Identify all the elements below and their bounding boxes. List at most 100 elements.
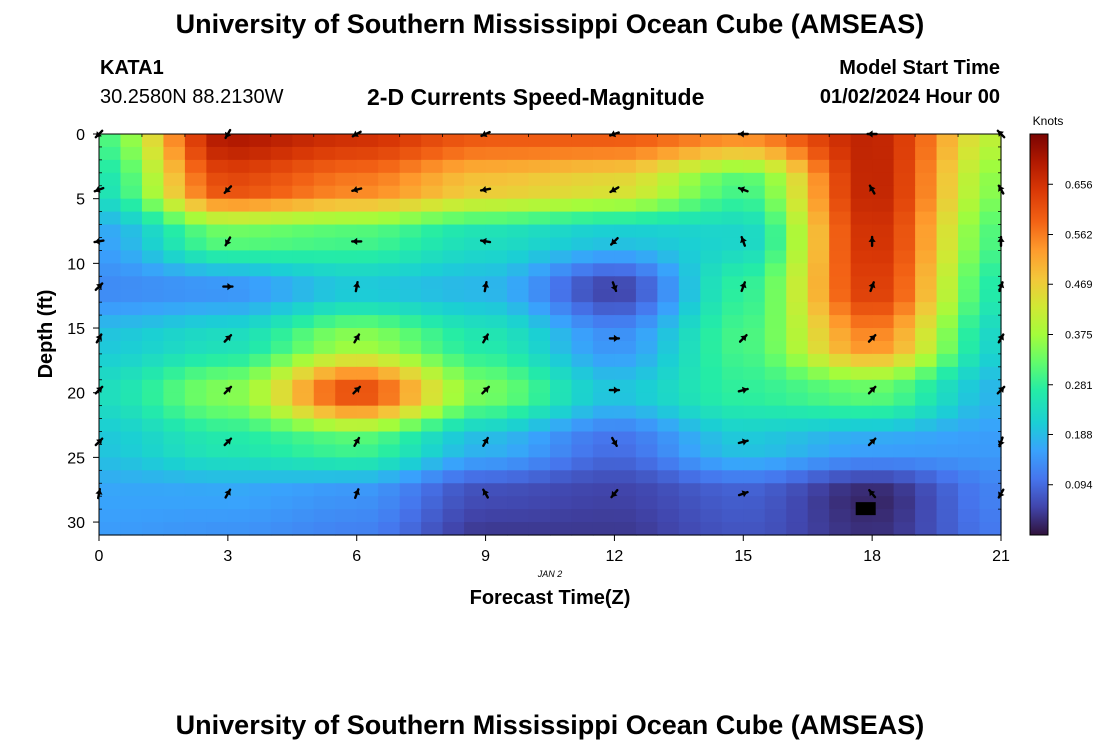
heatmap-cell [678,431,701,446]
heatmap-cell [743,379,766,394]
heatmap-cell [464,159,487,174]
heatmap-cell [163,483,186,497]
heatmap-cell [915,224,938,239]
heatmap-cell [635,353,658,368]
heatmap-cell [206,431,229,446]
heatmap-cell [958,509,981,523]
heatmap-cell [378,250,401,264]
heatmap-cell [356,250,379,264]
heatmap-cell [270,263,293,277]
heatmap-cell [807,185,830,200]
heatmap-cell [829,483,852,497]
heatmap-cell [979,470,1002,484]
heatmap-cell [958,159,981,174]
heatmap-cell [893,418,916,433]
heatmap-cell [356,496,379,510]
heatmap-cell [442,483,465,497]
heatmap-cell [313,263,336,277]
heatmap-cell [249,315,272,329]
heatmap-cell [227,185,250,200]
heatmap-cell [550,198,573,213]
y-tick-label: 0 [76,127,85,144]
heatmap-cell [292,366,315,381]
heatmap-cell [700,366,723,381]
heatmap-cell [635,289,658,303]
heatmap-cell [528,224,551,239]
heatmap-cell [507,224,530,239]
heatmap-cell [678,263,701,277]
heatmap-cell [335,379,358,394]
heatmap-cell [335,366,358,381]
heatmap-cell [464,328,487,342]
heatmap-cell [550,431,573,446]
heatmap-cell [614,315,637,329]
heatmap-cell [721,509,744,523]
heatmap-cell [614,353,637,368]
heatmap-cell [807,315,830,329]
heatmap-cell [485,315,508,329]
heatmap-cell [829,263,852,277]
heatmap-cell [743,405,766,420]
heatmap-cell [249,276,272,290]
heatmap-cell [292,444,315,458]
heatmap-cell [678,315,701,329]
heatmap-cell [249,340,272,355]
heatmap-cell [872,483,895,497]
heatmap-cell [958,237,981,252]
heatmap-cell [163,431,186,446]
heatmap-cell [592,522,616,536]
heatmap-cell [378,379,401,394]
heatmap-cell [571,353,594,368]
heatmap-cell [872,198,895,213]
heatmap-cell [442,444,465,458]
heatmap-cell [592,237,616,252]
heatmap-cell [550,134,573,148]
current-vector-arrow [353,333,361,344]
heatmap-cell [120,237,143,252]
current-vector-arrow [224,236,232,247]
heatmap-cell [958,522,981,536]
x-tick-label: 0 [95,548,104,565]
heatmap-cell [550,172,573,187]
heatmap-cell [378,496,401,510]
heatmap-cell [700,198,723,213]
heatmap-cell [399,263,422,277]
heatmap-cell [979,263,1002,277]
heatmap-cell [464,276,487,290]
heatmap-cell [184,496,207,510]
heatmap-cell [829,418,852,433]
heatmap-cell [163,211,186,226]
heatmap-cell [421,470,444,484]
heatmap-cell [249,250,272,264]
heatmap-cell [249,224,272,239]
heatmap-cell [893,509,916,523]
heatmap-cell [184,470,207,484]
heatmap-cell [270,198,293,213]
heatmap-cell [829,211,852,226]
heatmap-cell [979,392,1002,407]
heatmap-cell [227,237,250,252]
heatmap-cell [421,276,444,290]
heatmap-cell [464,211,487,226]
heatmap-cell [915,263,938,277]
heatmap-cell [700,328,723,342]
heatmap-cell [141,172,165,187]
heatmap-cell [721,289,744,303]
heatmap-cell [829,250,852,264]
heatmap-cell [958,250,981,264]
heatmap-cell [485,340,508,355]
axes: 0 3 6 9 12 15 18 21 0 5 10 15 20 25 30 [67,127,1010,565]
heatmap-cell [528,431,551,446]
heatmap-cell [764,302,787,316]
heatmap-cell [99,431,122,446]
heatmap-cell [442,418,465,433]
heatmap-cell [99,276,122,290]
heatmap-cell [657,263,680,277]
heatmap-cell [786,315,809,329]
heatmap-cell [227,315,250,329]
x-tick-label: 18 [863,548,881,565]
heatmap-cell [270,224,293,239]
heatmap-cell [700,379,723,394]
heatmap-cell [507,263,530,277]
heatmap-cell [464,353,487,368]
